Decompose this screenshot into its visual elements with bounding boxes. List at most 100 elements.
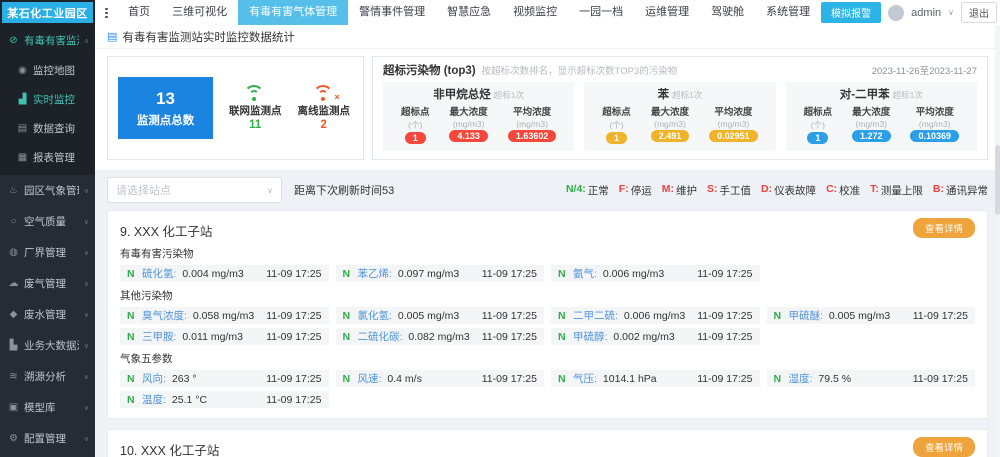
pollutant-label: 氨气: bbox=[573, 268, 597, 280]
sidebar-item[interactable]: ▟ 实时监控 bbox=[0, 85, 95, 114]
sidebar-group-label: 厂界管理 bbox=[24, 247, 66, 259]
nav-item[interactable]: 系统管理 bbox=[766, 6, 811, 18]
nav-menu: 首页 三维可视化 有毒有害气体管理 警情事件管理 智慧应急 视频监控 一园一档 运维管理 驾驶舱… bbox=[117, 0, 821, 25]
reading-value: 0.011 mg/m3 bbox=[182, 330, 243, 343]
sidebar-group: ○ 空气质量 ∨ bbox=[0, 206, 95, 237]
metric-label: 超标点 bbox=[803, 107, 833, 118]
pollutant-label: 甲硫醇: bbox=[573, 331, 608, 343]
legend-item: S: 手工值 bbox=[707, 183, 751, 198]
legend-item: D: 仪表故障 bbox=[761, 183, 816, 198]
menu-toggle-icon[interactable] bbox=[105, 7, 109, 18]
sidebar-item[interactable]: ▦ 报表管理 bbox=[0, 143, 95, 172]
metric-unit: (mg/m3) bbox=[452, 119, 485, 129]
station-title: 9. XXX 化工子站 bbox=[120, 225, 213, 239]
chevron-down-icon: ∨ bbox=[83, 311, 89, 319]
sidebar-group-label: 溯源分析 bbox=[24, 371, 66, 383]
reading-value: 0.058 mg/m3 bbox=[192, 309, 255, 322]
reading-time: 11-09 17:25 bbox=[266, 393, 322, 406]
online-points: 联网监测点 11 bbox=[229, 85, 282, 131]
metric-unit: (mg/m3) bbox=[918, 119, 951, 129]
chevron-down-icon: ∨ bbox=[83, 187, 89, 195]
nav-item[interactable]: 智慧应急 bbox=[447, 6, 492, 18]
top-pollutants-card: 超标污染物 (top3) 按超标次数排名，显示超标次数TOP3的污染物 2023… bbox=[372, 56, 988, 160]
status-flag: N bbox=[558, 309, 566, 322]
sidebar-group-header[interactable]: ⚙ 配置管理 ∨ bbox=[0, 423, 95, 454]
refresh-countdown: 距离下次刷新时间53 bbox=[294, 185, 395, 197]
nav-item[interactable]: 三维可视化 bbox=[172, 6, 228, 18]
status-legend: N/4: 正常 F: 停运 M: 维护 S: 手工值 D: 仪表故障 C: 校准 T: 测量上限 B: 通讯异… bbox=[566, 183, 988, 198]
chevron-down-icon: ∨ bbox=[83, 435, 89, 443]
nav-item[interactable]: 视频监控 bbox=[513, 6, 558, 18]
sidebar-group-header[interactable]: ▙ 业务大数据汇总 ∨ bbox=[0, 330, 95, 361]
main-layout: ⊘ 有毒有害监测站 ∧ ◉ 监控地图 ▟ 实时监控 ▤ 数据查询 ▦ 报表管理 ♨ 园区气象管理 ∨ ○ 空气… bbox=[0, 25, 1000, 457]
legend-name: 手工值 bbox=[719, 184, 751, 197]
metric: 平均浓度 (mg/m3) 0.10369 bbox=[910, 104, 960, 144]
avatar[interactable] bbox=[888, 4, 905, 21]
logout-button[interactable]: 退出 bbox=[961, 2, 997, 23]
reading-time: 11-09 17:25 bbox=[481, 372, 537, 385]
station-select-placeholder: 请选择站点 bbox=[116, 185, 171, 197]
exceed-times: 超标1次 bbox=[892, 90, 923, 100]
status-flag: N bbox=[127, 330, 135, 343]
legend-name: 停运 bbox=[630, 184, 652, 197]
username[interactable]: admin bbox=[911, 6, 942, 19]
view-detail-button[interactable]: 查看详情 bbox=[912, 218, 975, 238]
sidebar-item[interactable]: ▤ 数据查询 bbox=[0, 114, 95, 143]
sidebar-group-header[interactable]: ≋ 溯源分析 ∨ bbox=[0, 361, 95, 392]
sidebar-group-header[interactable]: ◍ 厂界管理 ∨ bbox=[0, 237, 95, 268]
sidebar-group-header[interactable]: ☁ 废气管理 ∨ bbox=[0, 268, 95, 299]
view-detail-button[interactable]: 查看详情 bbox=[912, 437, 975, 457]
reading-time: 11-09 17:25 bbox=[697, 267, 753, 280]
metric-label: 最大浓度 bbox=[449, 107, 488, 118]
scrollbar-thumb[interactable] bbox=[995, 145, 1000, 215]
reading-cell: N 氯化氢: 0.005 mg/m3 11-09 17:25 bbox=[335, 307, 544, 324]
pollutant-label: 温度: bbox=[142, 394, 166, 406]
reading-time: 11-09 17:25 bbox=[912, 309, 968, 322]
metric-value-badge: 1 bbox=[404, 132, 426, 144]
metric-unit: (mg/m3) bbox=[855, 119, 888, 129]
reading-time: 11-09 17:25 bbox=[697, 330, 753, 343]
content-header: ▤ 有毒有害监测站实时监控数据统计 13 监测点总数 联网监测点 11 × bbox=[95, 25, 1000, 170]
nav-item[interactable]: 首页 bbox=[128, 6, 151, 18]
sidebar-group-header[interactable]: ♨ 园区气象管理 ∨ bbox=[0, 175, 95, 206]
sidebar-group-header[interactable]: ◆ 废水管理 ∨ bbox=[0, 299, 95, 330]
sidebar-group: ⚙ 配置管理 ∨ bbox=[0, 423, 95, 454]
map-pin-icon: ◉ bbox=[18, 65, 27, 76]
station-select[interactable]: 请选择站点 ∨ bbox=[107, 177, 282, 203]
sidebar-group-header[interactable]: ○ 空气质量 ∨ bbox=[0, 206, 95, 237]
sidebar-group: ☁ 废气管理 ∨ bbox=[0, 268, 95, 299]
metric-label: 最大浓度 bbox=[852, 107, 891, 118]
nav-item[interactable]: 运维管理 bbox=[645, 6, 690, 18]
pollutant-label: 二甲二硫: bbox=[573, 310, 618, 322]
reading-value: 79.5 % bbox=[818, 372, 852, 385]
pollutant-card: 苯超标1次 超标点 (个) 1 最大浓度 (mg/m3) 2.491 平均浓度 (mg/m3) 0… bbox=[584, 82, 776, 151]
top-nav: 首页 三维可视化 有毒有害气体管理 警情事件管理 智慧应急 视频监控 一园一档 运维管理 驾驶舱… bbox=[95, 0, 1000, 25]
metric-value-badge: 1.63602 bbox=[507, 130, 557, 142]
nav-item[interactable]: 一园一档 bbox=[579, 6, 624, 18]
status-flag: N bbox=[342, 372, 351, 385]
nav-item[interactable]: 有毒有害气体管理 bbox=[238, 0, 349, 25]
sidebar-group-header[interactable]: ▣ 模型库 ∨ bbox=[0, 392, 95, 423]
station-list: 9. XXX 化工子站 查看详情 有毒有害污染物 N 硫化氢: 0.004 mg/m3 11… bbox=[95, 210, 1000, 457]
simulate-alarm-button[interactable]: 模拟报警 bbox=[821, 2, 882, 23]
air-quality-icon: ○ bbox=[10, 216, 17, 227]
stats-strip: 13 监测点总数 联网监测点 11 × 离线监测点 2 bbox=[95, 49, 1000, 170]
sidebar-group: ≋ 溯源分析 ∨ bbox=[0, 361, 95, 392]
scrollbar[interactable] bbox=[995, 25, 1000, 457]
metric-label: 平均浓度 bbox=[915, 107, 954, 118]
legend-name: 校准 bbox=[839, 184, 861, 197]
nav-item[interactable]: 警情事件管理 bbox=[359, 6, 426, 18]
reading-cell: N 湿度: 79.5 % 11-09 17:25 bbox=[766, 370, 975, 387]
pollutant-metrics: 超标点 (个) 1 最大浓度 (mg/m3) 1.272 平均浓度 (mg/m3) 0.1036… bbox=[794, 104, 969, 144]
sidebar-group-label: 有毒有害监测站 bbox=[24, 35, 79, 47]
sidebar-group-header[interactable]: ⊘ 有毒有害监测站 ∧ bbox=[0, 25, 95, 56]
sidebar-item[interactable]: ◉ 监控地图 bbox=[0, 56, 95, 85]
report-icon: ▦ bbox=[17, 152, 28, 163]
reading-value: 0.005 mg/m3 bbox=[828, 309, 891, 322]
legend-name: 通讯异常 bbox=[946, 184, 988, 197]
reading-time: 11-09 17:25 bbox=[266, 267, 322, 280]
nav-item[interactable]: 驾驶舱 bbox=[711, 6, 745, 18]
reading-value: 0.005 mg/m3 bbox=[397, 309, 460, 322]
chevron-up-icon: ∧ bbox=[83, 37, 89, 45]
legend-item: C: 校准 bbox=[826, 183, 860, 198]
